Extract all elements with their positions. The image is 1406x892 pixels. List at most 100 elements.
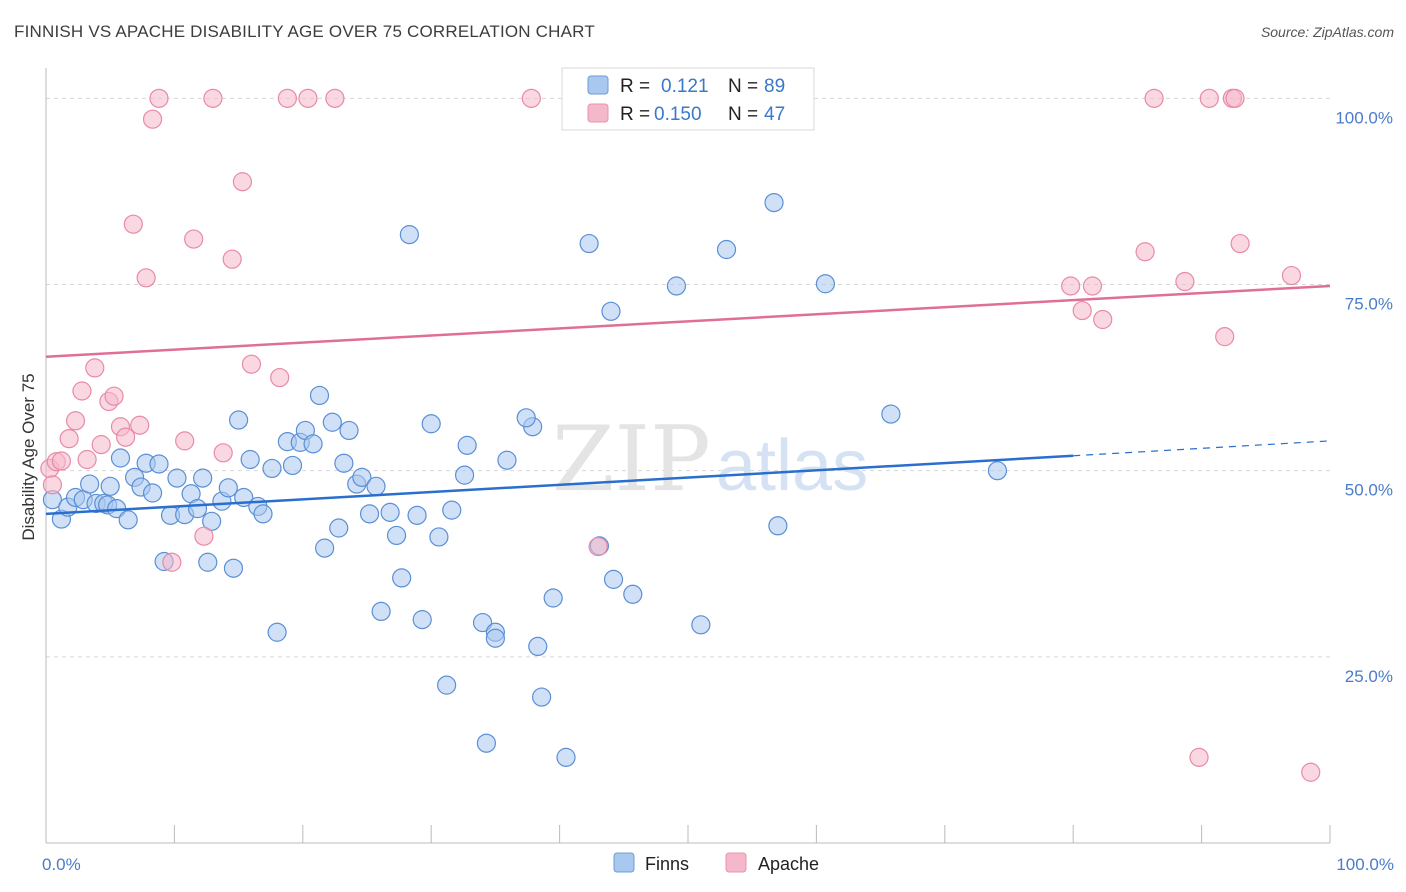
bottom-legend: Finns Apache	[613, 852, 819, 874]
legend-n-value-apache: 47	[764, 104, 785, 125]
apache-point-28	[270, 367, 290, 388]
apache-point-38	[1135, 242, 1155, 262]
apache-point-16	[136, 268, 156, 288]
legend-r-value-apache: 0.150	[654, 104, 702, 125]
apache-point-37	[1093, 309, 1113, 330]
apache-point-34	[1061, 276, 1081, 296]
finns-point-49	[352, 467, 372, 487]
finns-point-12	[118, 510, 138, 530]
finns-point-69	[497, 450, 517, 470]
trend-lines	[45, 284, 1331, 516]
finns-point-46	[334, 453, 354, 473]
finns-point-85	[768, 516, 788, 536]
apache-points	[40, 88, 1321, 782]
finns-point-52	[371, 601, 391, 622]
apache-point-4	[59, 429, 79, 449]
legend-n-label-apache: N =	[728, 104, 758, 125]
apache-point-8	[85, 358, 105, 378]
finns-point-25	[198, 552, 218, 572]
apache-point-41	[1189, 747, 1209, 767]
apache-point-20	[175, 431, 195, 451]
legend-n-label-finns: N =	[728, 76, 758, 97]
apache-point-26	[232, 172, 253, 192]
finns-trend-line	[45, 454, 1074, 516]
y-tick-labels: 25.0% 50.0% 75.0% 100.0%	[1335, 108, 1393, 685]
apache-point-47	[1281, 265, 1302, 286]
finns-point-83	[716, 239, 737, 260]
finns-point-68	[485, 628, 505, 648]
legend-r-label-apache: R =	[620, 104, 650, 125]
apache-point-19	[162, 552, 182, 572]
apache-trend-line	[45, 284, 1331, 358]
legend-swatch-finns	[587, 75, 609, 95]
finns-point-47	[339, 420, 359, 441]
finns-point-75	[556, 747, 576, 767]
legend-n-value-finns: 89	[764, 76, 785, 97]
y-tick-label-2: 75.0%	[1345, 295, 1393, 314]
apache-point-9	[91, 435, 111, 455]
apache-point-13	[116, 427, 136, 447]
finns-point-36	[267, 622, 287, 642]
finns-point-59	[421, 414, 441, 434]
y-axis-label: Disability Age Over 75	[19, 373, 38, 540]
finns-point-54	[386, 525, 407, 546]
x-tick-labels: 0.0% 100.0%	[42, 855, 1394, 874]
finns-point-50	[359, 504, 380, 524]
finns-point-57	[407, 505, 427, 525]
apache-point-25	[222, 249, 242, 269]
apache-point-39	[1144, 88, 1164, 108]
finns-point-23	[187, 499, 208, 519]
apache-point-46	[1230, 233, 1250, 254]
apache-point-21	[184, 229, 204, 249]
finns-point-28	[218, 478, 238, 498]
apache-point-40	[1175, 271, 1195, 292]
finns-point-61	[437, 675, 457, 695]
finns-point-45	[329, 518, 349, 538]
finns-point-76	[579, 233, 599, 254]
apache-point-33	[588, 537, 608, 557]
finns-point-53	[380, 502, 400, 522]
finns-point-44	[322, 412, 342, 432]
finns-point-80	[623, 584, 643, 604]
apache-point-23	[203, 88, 223, 108]
finns-point-32	[240, 449, 260, 470]
watermark: ZIP atlas	[552, 407, 868, 512]
finns-point-42	[309, 385, 330, 406]
finns-point-30	[229, 410, 249, 430]
watermark-zip: ZIP	[552, 407, 711, 512]
apache-point-18	[149, 88, 169, 108]
chart-title: FINNISH VS APACHE DISABILITY AGE OVER 75…	[14, 22, 595, 41]
apache-point-45	[1225, 88, 1245, 108]
finns-point-81	[666, 276, 687, 296]
finns-point-43	[315, 538, 335, 558]
apache-point-3	[51, 451, 72, 471]
apache-point-30	[298, 88, 318, 108]
apache-point-35	[1072, 300, 1092, 321]
legend-swatch-apache	[587, 103, 609, 123]
bottom-legend-label-finns: Finns	[645, 854, 689, 874]
finns-point-84	[764, 192, 784, 213]
finns-point-24	[193, 468, 213, 488]
finns-point-82	[691, 615, 711, 635]
finns-point-86	[815, 274, 835, 294]
finns-point-66	[476, 733, 497, 753]
finns-point-62	[442, 500, 462, 520]
finns-point-55	[392, 568, 412, 588]
finns-point-88	[987, 461, 1008, 481]
finns-trend-extension	[1073, 440, 1331, 457]
apache-point-31	[325, 88, 345, 108]
x-tick-label-max: 100.0%	[1336, 855, 1394, 874]
apache-point-22	[194, 526, 214, 546]
finns-point-63	[454, 465, 475, 485]
apache-point-27	[241, 354, 262, 374]
finns-point-79	[603, 569, 624, 589]
finns-point-34	[253, 504, 273, 524]
finns-point-29	[223, 558, 244, 578]
finns-point-17	[149, 454, 169, 474]
y-tick-label-0: 25.0%	[1345, 667, 1393, 686]
y-tick-label-1: 50.0%	[1345, 481, 1393, 500]
bottom-legend-swatch-finns	[613, 852, 635, 873]
apache-point-29	[277, 88, 297, 108]
finns-point-56	[399, 225, 419, 245]
